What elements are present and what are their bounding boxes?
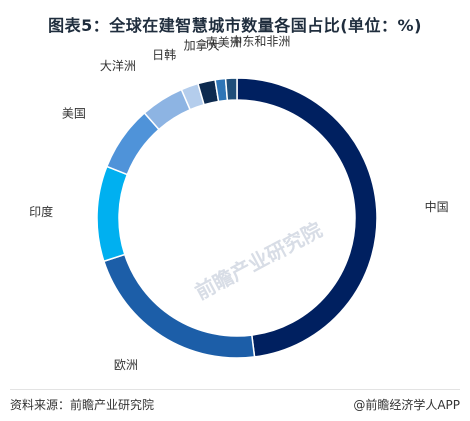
slice-label-1: 欧洲 — [114, 358, 138, 372]
slice-label-8: 中东和非洲 — [230, 34, 290, 49]
slice-label-2: 印度 — [29, 204, 53, 219]
footer: 资料来源：前瞻产业研究院 @前瞻经济学人APP — [10, 389, 460, 416]
watermark-layer: 前瞻产业研究院 — [191, 217, 326, 304]
slice-group — [96, 77, 378, 359]
slice-label-3: 美国 — [62, 107, 86, 121]
slice-0 — [236, 77, 378, 358]
chart-title: 图表5：全球在建智慧城市数量各国占比(单位：%) — [48, 16, 422, 35]
slice-8 — [224, 77, 238, 102]
slice-2 — [96, 165, 129, 263]
brand-text: @前瞻经济学人APP — [353, 398, 460, 412]
slice-label-4: 大洋洲 — [100, 58, 136, 73]
watermark: 前瞻产业研究院 — [191, 217, 326, 304]
slice-label-7: 南美洲 — [206, 35, 242, 50]
source-text: 资料来源：前瞻产业研究院 — [10, 398, 155, 412]
slice-label-5: 日韩 — [152, 47, 176, 62]
slice-label-6: 加拿大 — [184, 37, 220, 52]
slice-3 — [105, 111, 161, 176]
slice-label-0: 中国 — [425, 199, 449, 214]
